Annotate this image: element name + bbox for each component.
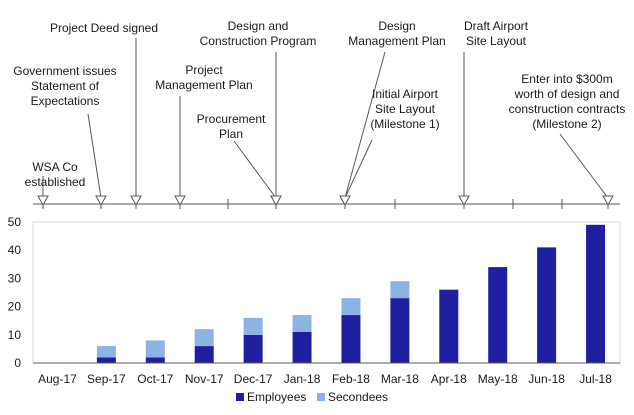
timeline-event-label: established xyxy=(25,175,86,189)
bar-secondees xyxy=(243,317,263,335)
timeline-event-label: Enter into $300m xyxy=(521,72,612,86)
legend-label-secondees: Secondees xyxy=(328,390,388,404)
timeline-event-label: Site Layout xyxy=(375,102,436,116)
timeline-event-label: Expectations xyxy=(31,94,100,108)
x-tick-label: Oct-17 xyxy=(137,372,173,386)
x-tick-label: Aug-17 xyxy=(38,372,77,386)
timeline-arrowhead-icon xyxy=(602,195,614,207)
headcount-chart: 0 10 20 30 40 50 Aug-17 Sep-17 Oct-17 Nov-17 Dec-… xyxy=(8,215,621,404)
timeline-connector xyxy=(233,140,277,199)
bar-secondees xyxy=(390,281,410,299)
timeline-event-label: Statement of xyxy=(31,79,100,93)
timeline-event-label: Draft Airport xyxy=(464,19,529,33)
x-tick-label: May-18 xyxy=(478,372,518,386)
bar-employees xyxy=(439,289,459,363)
timeline-event-label: WSA Co xyxy=(32,160,78,174)
x-tick-label: Jul-18 xyxy=(579,372,612,386)
timeline-event-label: Site Layout xyxy=(466,34,527,48)
timeline-event-label: Procurement xyxy=(197,112,266,126)
x-tick-label: Sep-17 xyxy=(87,372,126,386)
y-axis: 0 10 20 30 40 50 xyxy=(8,215,22,370)
timeline-event-label: Project xyxy=(185,63,223,77)
timeline-arrowhead-icon xyxy=(458,195,470,207)
x-tick-label: Apr-18 xyxy=(431,372,467,386)
bar-employees xyxy=(488,267,508,363)
timeline-event-label: construction contracts xyxy=(509,102,626,116)
y-tick-label: 50 xyxy=(8,215,22,229)
timeline-event-label: Initial Airport xyxy=(372,87,439,101)
timeline-event-label: Plan xyxy=(219,127,243,141)
bar-employees xyxy=(292,331,312,363)
bar-employees xyxy=(96,357,116,363)
x-axis: Aug-17 Sep-17 Oct-17 Nov-17 Dec-17 Jan-18 Feb-… xyxy=(38,372,612,386)
bar-employees xyxy=(586,224,606,363)
timeline-arrowhead-icon xyxy=(130,195,142,207)
timeline-event-label: Design and xyxy=(228,19,289,33)
timeline-event-label: worth of design and xyxy=(514,87,620,101)
y-tick-label: 0 xyxy=(14,356,21,370)
y-tick-label: 30 xyxy=(8,271,22,285)
timeline-connector xyxy=(559,133,609,199)
timeline-event-label: Management Plan xyxy=(155,78,252,92)
y-tick-label: 20 xyxy=(8,300,22,314)
timeline-event-label: Management Plan xyxy=(348,34,445,48)
timeline-event-label: Construction Program xyxy=(200,34,317,48)
timeline-arrowhead-icon xyxy=(95,195,107,207)
timeline-arrowhead-icon xyxy=(37,195,49,207)
x-tick-label: Mar-18 xyxy=(381,372,419,386)
timeline-event-label: (Milestone 1) xyxy=(370,117,439,131)
bar-employees xyxy=(537,247,557,363)
bar-employees xyxy=(194,346,214,363)
y-tick-label: 10 xyxy=(8,328,22,342)
bar-secondees xyxy=(341,298,361,316)
bar-secondees xyxy=(194,329,214,347)
bar-employees xyxy=(145,357,165,363)
bars xyxy=(96,224,606,363)
legend-label-employees: Employees xyxy=(247,390,306,404)
legend-swatch-secondees xyxy=(317,393,325,401)
legend: Employees Secondees xyxy=(236,390,388,404)
y-tick-label: 40 xyxy=(8,243,22,257)
timeline-connector xyxy=(344,139,373,199)
bar-secondees xyxy=(145,340,165,358)
x-tick-label: Jan-18 xyxy=(284,372,321,386)
timeline-event-label: Project Deed signed xyxy=(50,21,158,35)
timeline-connector xyxy=(344,51,386,199)
bar-employees xyxy=(243,334,263,363)
x-tick-label: Jun-18 xyxy=(528,372,565,386)
plot-area-border xyxy=(32,221,621,364)
timeline-arrowhead-icon xyxy=(339,195,351,207)
timeline-connector xyxy=(87,113,102,199)
x-tick-label: Feb-18 xyxy=(332,372,370,386)
bar-employees xyxy=(341,315,361,363)
timeline-arrowhead-icon xyxy=(270,195,282,207)
bar-secondees xyxy=(96,346,116,358)
timeline-event-label: Design xyxy=(378,19,415,33)
legend-swatch-employees xyxy=(236,393,244,401)
timeline-event-label: Government issues xyxy=(13,64,116,78)
x-tick-label: Dec-17 xyxy=(234,372,273,386)
x-tick-label: Nov-17 xyxy=(185,372,224,386)
bar-employees xyxy=(390,298,410,363)
timeline-event: Project Deed signed xyxy=(50,21,158,207)
timeline-arrowhead-icon xyxy=(174,195,186,207)
bar-secondees xyxy=(292,315,312,332)
timeline-event-label: (Milestone 2) xyxy=(532,117,601,131)
